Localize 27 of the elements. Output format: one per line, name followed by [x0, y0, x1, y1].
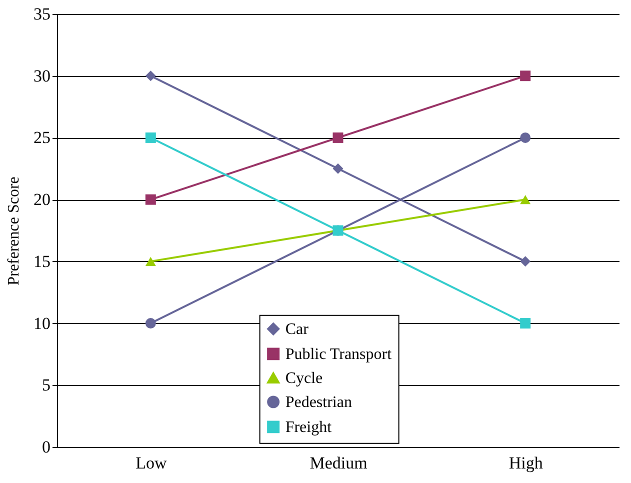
y-tick-label: 5 [42, 376, 50, 395]
point [332, 163, 344, 174]
y-axis-title: Preference Score [6, 176, 22, 286]
point [145, 318, 156, 329]
y-tick-label: 20 [34, 190, 50, 210]
y-tick-label: 35 [34, 4, 50, 24]
y-tick-label: 15 [34, 252, 50, 271]
point [520, 70, 531, 82]
legend-label: Freight [285, 418, 332, 436]
point [145, 70, 156, 82]
point [520, 132, 531, 143]
x-tick-label: Low [136, 454, 168, 472]
point [520, 318, 531, 329]
point [520, 256, 531, 267]
point [332, 132, 344, 143]
x-tick-label: High [508, 454, 544, 472]
y-tick-label: 30 [34, 66, 50, 86]
y-tick-label: 0 [42, 438, 50, 456]
point [145, 194, 156, 205]
legend-label: Cycle [285, 370, 323, 387]
x-tick-label: Medium [310, 454, 368, 472]
legend-label: Pedestrian [285, 394, 352, 411]
point [145, 132, 156, 143]
legend-label: Public Transport [285, 346, 392, 363]
y-tick-label: 25 [34, 128, 50, 148]
legend-label: Car [285, 320, 310, 338]
y-tick-label: 10 [34, 314, 50, 333]
